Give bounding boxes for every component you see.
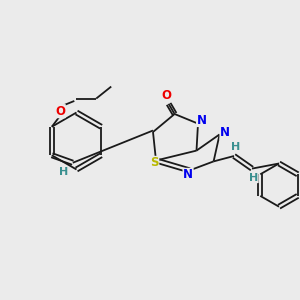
Text: N: N <box>183 168 193 182</box>
Text: N: N <box>220 126 230 140</box>
Text: N: N <box>196 113 207 127</box>
Text: H: H <box>59 167 68 177</box>
Text: S: S <box>150 156 159 170</box>
Text: H: H <box>231 142 240 152</box>
Text: O: O <box>55 105 65 118</box>
Text: H: H <box>249 172 258 183</box>
Text: O: O <box>161 89 171 102</box>
